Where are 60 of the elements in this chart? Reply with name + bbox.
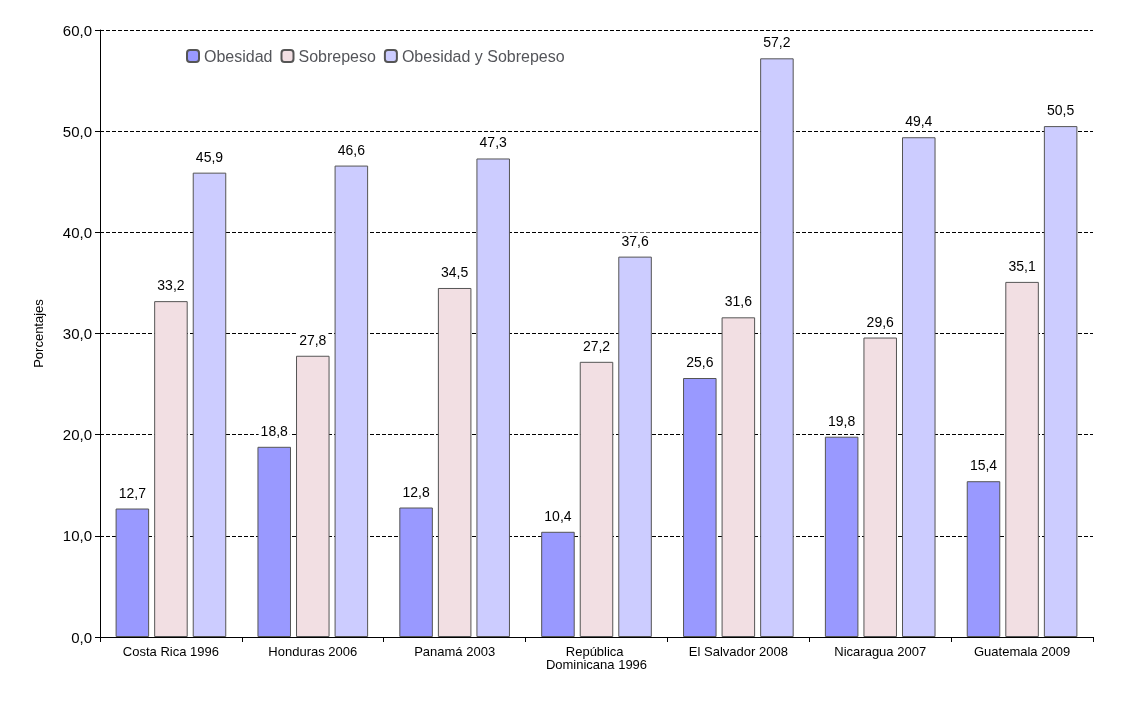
bar — [824, 436, 859, 637]
data-label: 12,8 — [402, 483, 430, 500]
data-label: 33,2 — [157, 277, 185, 294]
bar — [902, 137, 936, 637]
bar — [115, 508, 150, 637]
data-label: 29,6 — [866, 313, 895, 330]
x-tick-label: Nicaragua 2007 — [834, 644, 927, 659]
bar — [476, 158, 510, 637]
data-label: 47,3 — [479, 134, 508, 151]
data-label: 50,5 — [1047, 102, 1075, 119]
bar — [966, 481, 1001, 637]
x-tick-label: Costa Rica 1996 — [122, 644, 219, 659]
y-tick-label: 20,0 — [62, 426, 92, 444]
y-tick-label: 60,0 — [62, 21, 92, 39]
x-tick-label: Panamá 2003 — [414, 644, 496, 659]
bar — [1005, 281, 1039, 637]
data-label: 45,9 — [195, 148, 224, 165]
bar — [618, 256, 652, 637]
x-tick-label: El Salvador 2008 — [688, 644, 788, 659]
data-label: 31,6 — [724, 293, 753, 310]
bar — [257, 446, 291, 637]
data-label: 15,4 — [969, 457, 998, 474]
y-tick-label: 10,0 — [62, 527, 92, 545]
bar — [721, 317, 756, 637]
data-label: 37,6 — [621, 232, 649, 249]
data-label: 12,7 — [118, 484, 147, 501]
y-tick-label: 30,0 — [62, 325, 92, 342]
bar — [683, 378, 717, 637]
bar — [437, 287, 472, 637]
bar — [334, 165, 369, 637]
bar — [1043, 126, 1078, 637]
legend-label: Sobrepeso — [298, 47, 376, 65]
legend-label: Obesidad — [204, 47, 273, 65]
y-tick-label: 50,0 — [62, 122, 92, 140]
data-label: 27,8 — [299, 331, 327, 348]
data-label: 46,6 — [337, 141, 366, 158]
data-label: 35,1 — [1008, 257, 1036, 274]
data-label: 57,2 — [763, 34, 791, 51]
bar — [154, 301, 188, 637]
bar — [192, 172, 227, 637]
data-label: 34,5 — [441, 263, 469, 280]
legend-label: Obesidad y Sobrepeso — [401, 47, 565, 65]
data-label: 27,2 — [582, 337, 611, 354]
x-tick-label: Honduras 2006 — [268, 644, 358, 659]
bar — [296, 355, 330, 637]
bar — [863, 337, 897, 637]
y-tick-label: 40,0 — [62, 223, 92, 241]
data-label: 49,4 — [905, 113, 933, 130]
bar — [579, 361, 614, 637]
y-tick-label: 0,0 — [71, 628, 92, 646]
data-label: 19,8 — [828, 412, 856, 429]
x-tick-label: Guatemala 2009 — [974, 644, 1071, 659]
bar — [760, 58, 794, 637]
bar — [541, 531, 575, 637]
data-label: 10,4 — [544, 507, 572, 524]
data-label: 18,8 — [260, 422, 289, 439]
y-axis-title: Porcentajes — [31, 298, 46, 368]
x-tick-label: República Dominicana 1996 — [545, 644, 648, 672]
data-label: 25,6 — [686, 354, 714, 371]
bar — [399, 507, 433, 637]
